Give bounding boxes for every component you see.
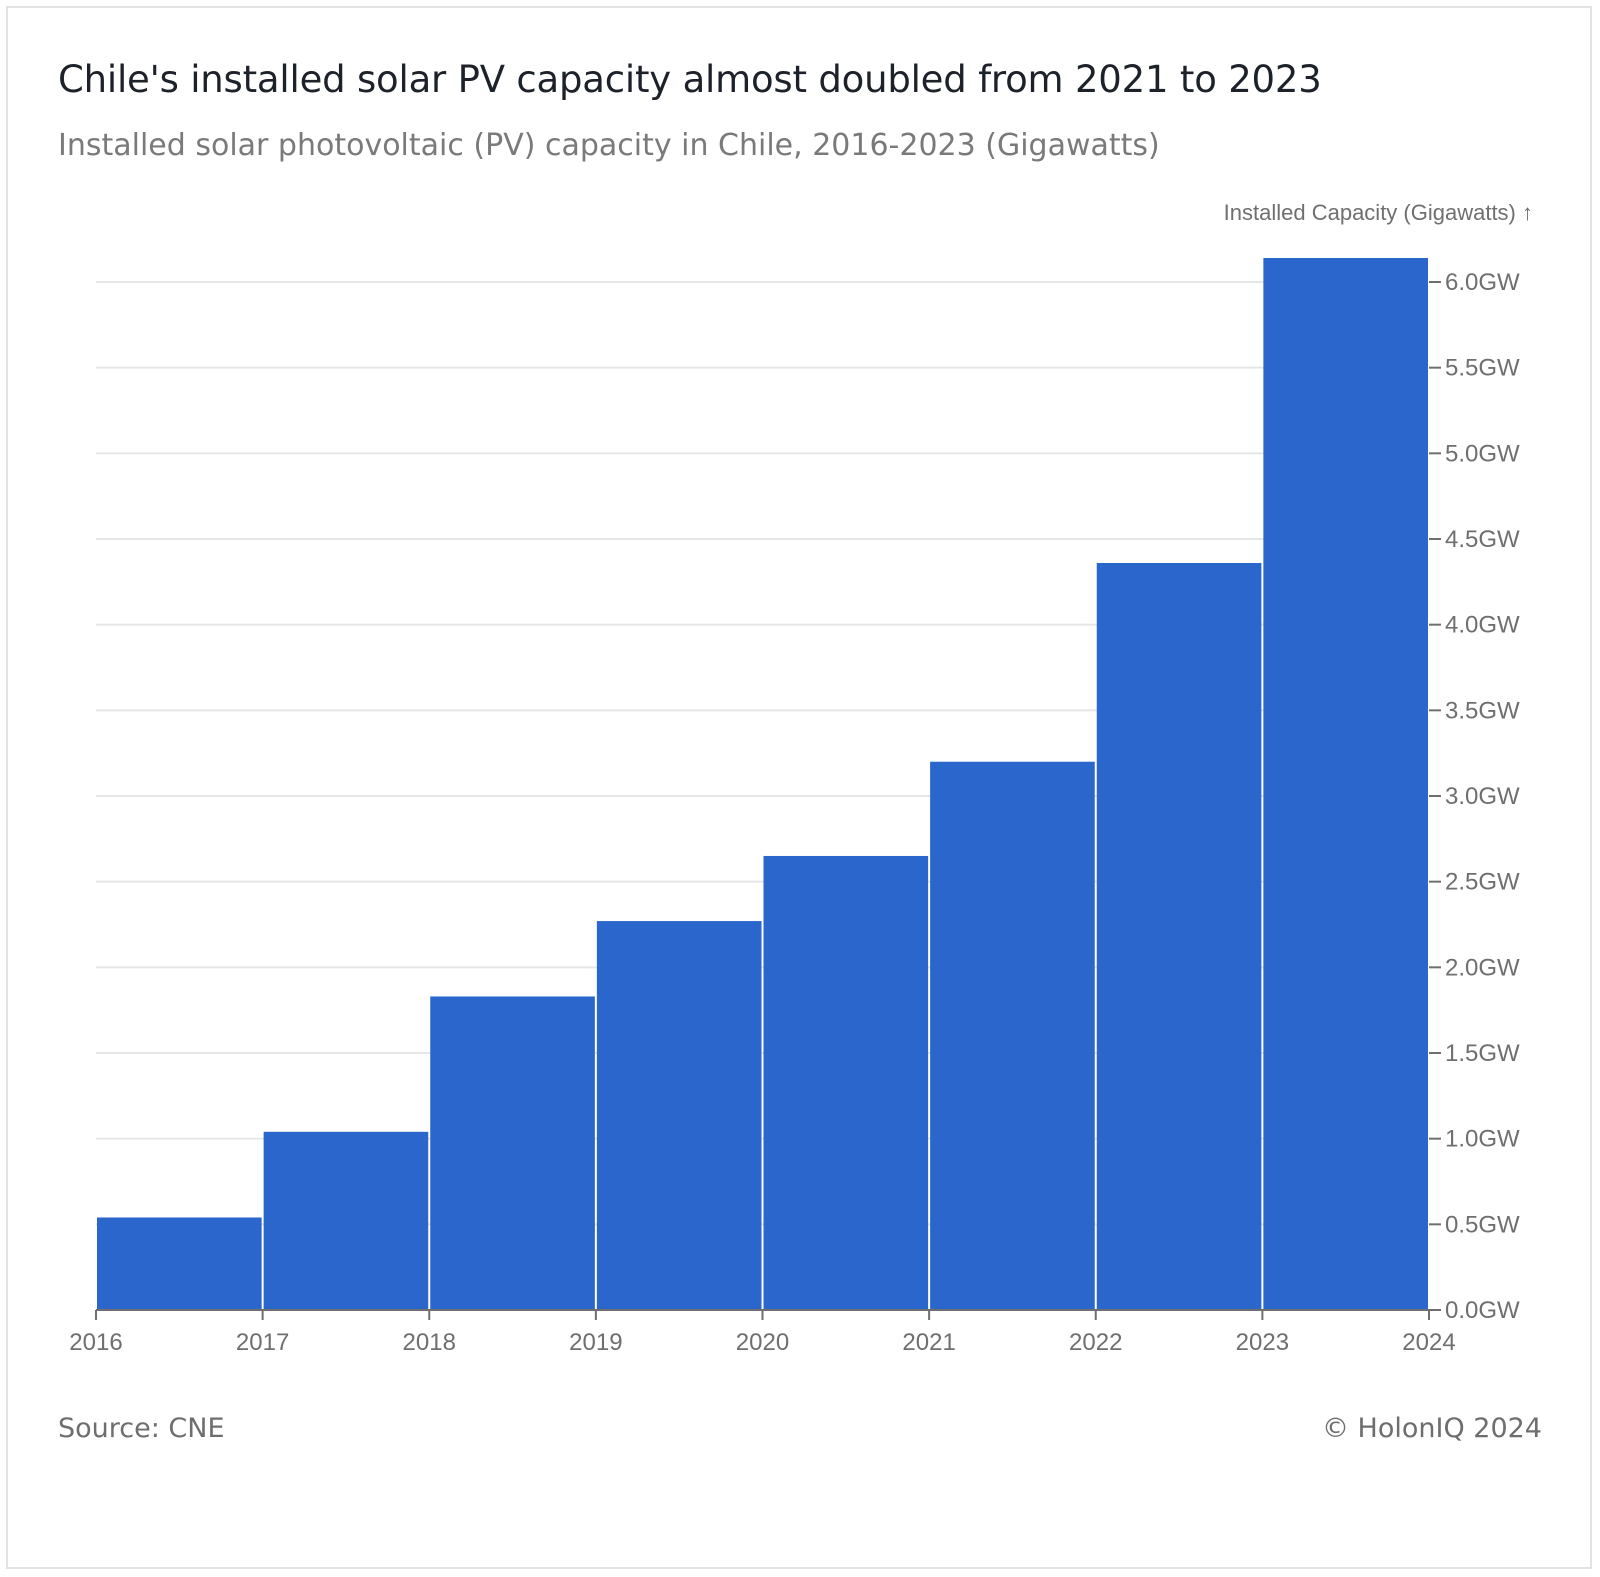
x-tick-label: 2024 bbox=[1402, 1329, 1455, 1356]
bar-2022[interactable] bbox=[1096, 562, 1262, 1310]
y-tick-label: 3.0GW bbox=[1445, 783, 1520, 810]
x-tick-label: 2016 bbox=[69, 1329, 122, 1356]
x-tick-label: 2023 bbox=[1236, 1329, 1289, 1356]
y-tick-label: 1.0GW bbox=[1445, 1126, 1520, 1153]
x-tick-label: 2020 bbox=[736, 1329, 789, 1356]
x-tick-label: 2019 bbox=[569, 1329, 622, 1356]
y-tick-label: 2.5GW bbox=[1445, 869, 1520, 896]
y-tick-label: 4.5GW bbox=[1445, 526, 1520, 553]
bar-2017[interactable] bbox=[263, 1131, 429, 1310]
bar-2020[interactable] bbox=[763, 855, 929, 1310]
y-tick-label: 4.0GW bbox=[1445, 612, 1520, 639]
y-tick-label: 3.5GW bbox=[1445, 697, 1520, 724]
axes: 2016 2017 2018 2019 2020 2021 2022 2023 2024 0.0G… bbox=[69, 269, 1520, 1356]
y-tick-label: 2.0GW bbox=[1445, 954, 1520, 981]
chart-subtitle: Installed solar photovoltaic (PV) capaci… bbox=[58, 128, 1160, 163]
chart-title: Chile's installed solar PV capacity almo… bbox=[58, 58, 1322, 101]
y-tick-label: 5.0GW bbox=[1445, 440, 1520, 467]
x-tick-label: 2017 bbox=[236, 1329, 289, 1356]
y-axis-title: Installed Capacity (Gigawatts) ↑ bbox=[1224, 200, 1533, 225]
x-tick-label: 2021 bbox=[902, 1329, 955, 1356]
y-tick-label: 1.5GW bbox=[1445, 1040, 1520, 1067]
bar-2019[interactable] bbox=[596, 921, 762, 1310]
bar-2023[interactable] bbox=[1263, 258, 1428, 1311]
y-tick-label: 0.0GW bbox=[1445, 1297, 1520, 1324]
y-tick-label: 0.5GW bbox=[1445, 1211, 1520, 1238]
bar-2018[interactable] bbox=[430, 996, 595, 1310]
y-tick-label: 5.5GW bbox=[1445, 355, 1520, 382]
source-note: Source: CNE bbox=[58, 1413, 225, 1444]
bars bbox=[97, 258, 1428, 1311]
y-tick-label: 6.0GW bbox=[1445, 269, 1520, 296]
x-tick-label: 2022 bbox=[1069, 1329, 1122, 1356]
copyright-note: © HolonIQ 2024 bbox=[1321, 1413, 1542, 1444]
x-tick-label: 2018 bbox=[403, 1329, 456, 1356]
bar-2021[interactable] bbox=[930, 761, 1095, 1310]
bar-2016[interactable] bbox=[97, 1217, 262, 1310]
